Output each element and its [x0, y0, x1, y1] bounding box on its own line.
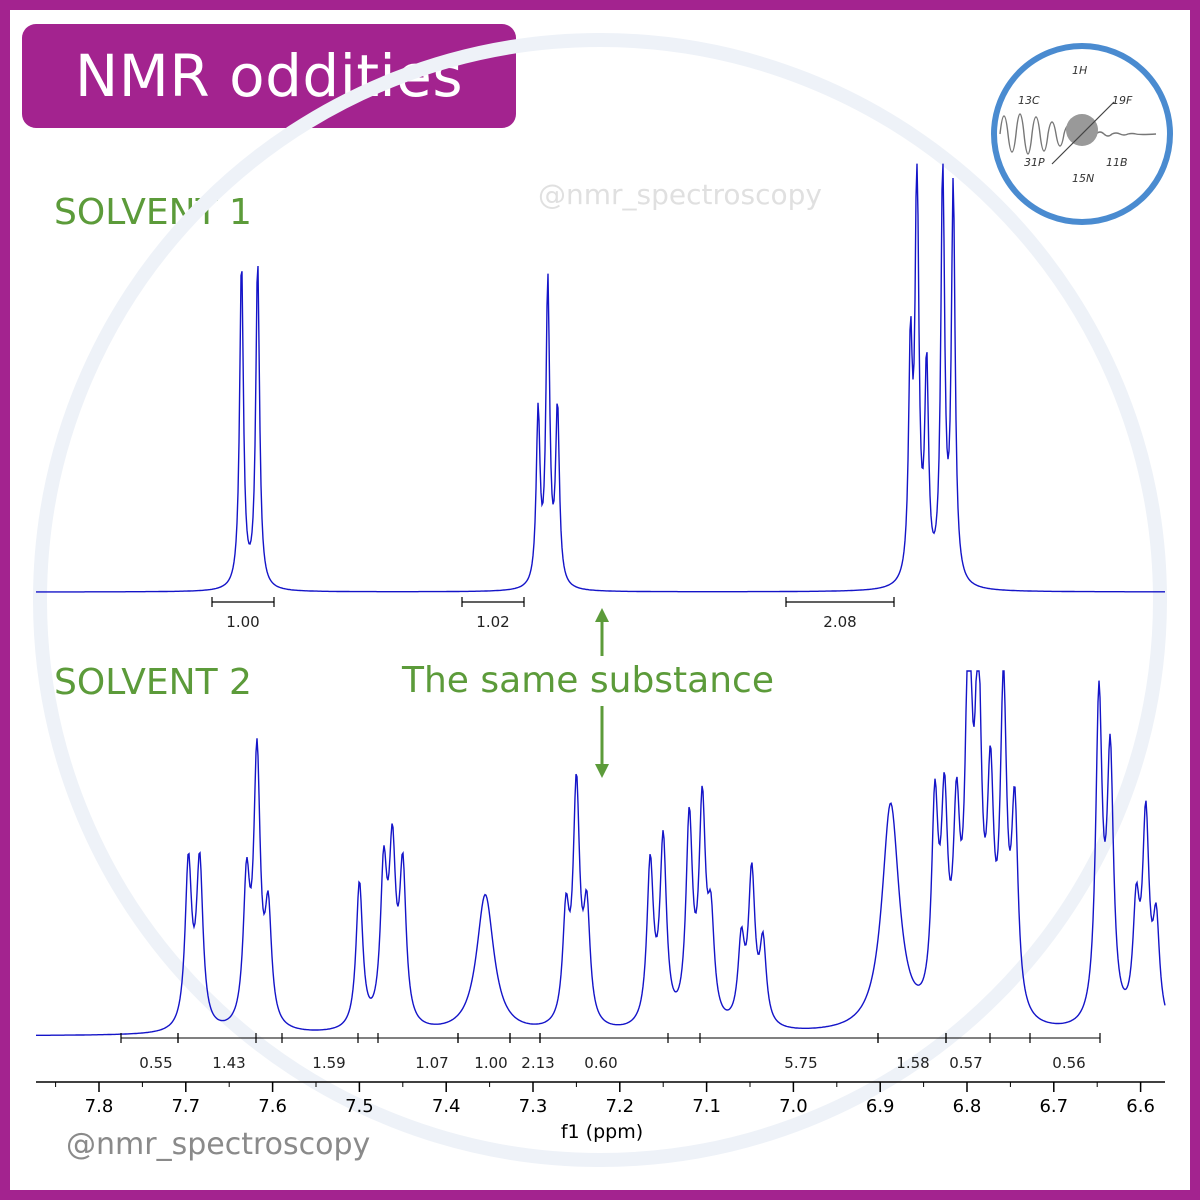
integral-label: 5.75: [784, 1054, 817, 1072]
double-arrow-icon: [595, 608, 609, 778]
solvent-2-label: SOLVENT 2: [54, 662, 252, 703]
integral-label: 1.07: [415, 1054, 448, 1072]
integral-label: 0.55: [139, 1054, 172, 1072]
integral-label: 1.00: [226, 613, 259, 631]
integral-label: 1.00: [474, 1054, 507, 1072]
integral-label: 1.43: [212, 1054, 245, 1072]
nmr-logo-icon: 1H 13C 19F 31P 15N 11B: [991, 43, 1173, 225]
x-tick-label: 7.5: [345, 1096, 374, 1117]
logo-label-b: 11B: [1106, 156, 1128, 169]
logo-label-n: 15N: [1072, 172, 1094, 185]
x-axis-label: f1 (ppm): [561, 1121, 643, 1143]
spectrum-solvent-2: [36, 670, 1166, 1036]
spectrum-solvent-1: [36, 163, 1165, 593]
x-tick-label: 6.6: [1126, 1096, 1155, 1117]
logo-label-h: 1H: [1072, 64, 1087, 77]
logo-nucleus: [1066, 114, 1098, 146]
integral-label: 0.60: [584, 1054, 617, 1072]
integral-label: 0.57: [949, 1054, 982, 1072]
x-tick-label: 7.6: [258, 1096, 287, 1117]
x-tick-label: 7.1: [692, 1096, 721, 1117]
x-axis: 7.87.77.67.57.47.37.27.17.06.96.86.76.66…: [36, 1081, 1165, 1143]
integral-label: 1.58: [896, 1054, 929, 1072]
x-tick-label: 6.8: [953, 1096, 982, 1117]
integral-label: 1.59: [312, 1054, 345, 1072]
logo-label-f: 19F: [1112, 94, 1133, 107]
x-tick-label: 6.9: [866, 1096, 895, 1117]
integral-label: 2.08: [823, 613, 856, 631]
logo-axis: [1051, 101, 1115, 165]
x-tick-label: 7.7: [171, 1096, 200, 1117]
logo-label-c: 13C: [1018, 94, 1040, 107]
x-tick-label: 7.2: [605, 1096, 634, 1117]
integrals-solvent-2: 0.55 1.43 1.59 1.07 1.00 2.13 0.60 5.75 1.58 0.57…: [120, 1033, 1101, 1072]
spectrum-trace: [36, 670, 1166, 1036]
background-emblem-ring: [33, 33, 1167, 1167]
same-substance-label: The same substance: [402, 660, 774, 701]
x-tick-label: 6.7: [1039, 1096, 1068, 1117]
watermark-handle-bottom: @nmr_spectroscopy: [66, 1127, 371, 1162]
logo-label-p: 31P: [1024, 156, 1045, 169]
integral-label: 0.56: [1052, 1054, 1085, 1072]
arrow-down-head: [595, 764, 609, 778]
arrow-up-head: [595, 608, 609, 622]
x-tick-label: 7.4: [432, 1096, 461, 1117]
integral-label: 1.02: [476, 613, 509, 631]
x-tick-label: 7.0: [779, 1096, 808, 1117]
watermark-handle-top: @nmr_spectroscopy: [538, 178, 822, 211]
x-tick-label: 7.8: [85, 1096, 114, 1117]
x-tick-label: 7.3: [519, 1096, 548, 1117]
spectrum-trace: [36, 163, 1165, 593]
integrals-solvent-1: 1.00 1.02 2.08: [211, 597, 895, 631]
integral-label: 2.13: [521, 1054, 554, 1072]
